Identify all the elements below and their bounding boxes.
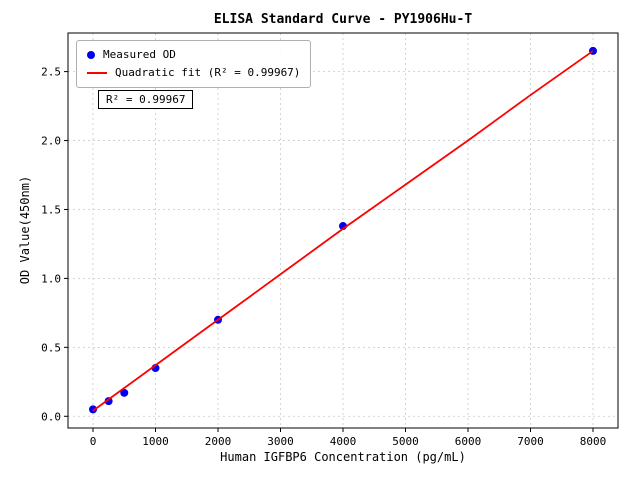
x-tick-label: 6000 [455, 435, 482, 448]
x-tick-label: 1000 [142, 435, 169, 448]
x-tick-label: 5000 [392, 435, 419, 448]
quadratic-fit-line [92, 50, 594, 412]
data-point [89, 405, 97, 414]
data-point [104, 397, 113, 406]
legend-label-quadratic-fit: Quadratic fit (R² = 0.99967) [115, 66, 301, 79]
x-tick-label: 3000 [267, 435, 294, 448]
legend-item-quadratic-fit: Quadratic fit (R² = 0.99967) [87, 64, 300, 82]
legend: Measured OD Quadratic fit (R² = 0.99967) [76, 40, 312, 88]
y-tick-label: 0.0 [41, 410, 61, 423]
x-tick-label: 0 [90, 435, 97, 448]
legend-label-measured-od: Measured OD [103, 48, 176, 61]
x-tick-label: 4000 [330, 435, 357, 448]
data-point [120, 388, 129, 397]
legend-marker-dot-icon [87, 51, 95, 59]
chart-title: ELISA Standard Curve - PY1906Hu-T [213, 12, 473, 27]
r-squared-annotation: R² = 0.99967 [98, 90, 194, 109]
x-tick-label: 8000 [580, 435, 607, 448]
y-tick-label: 1.5 [41, 203, 61, 216]
y-tick-label: 2.5 [41, 66, 61, 79]
y-tick-label: 1.0 [41, 272, 61, 285]
x-tick-label: 2000 [205, 435, 232, 448]
y-tick-label: 0.5 [41, 341, 61, 354]
legend-item-measured-od: Measured OD [87, 46, 300, 64]
y-axis-label: OD Value(450nm) [18, 175, 32, 285]
x-axis-label: Human IGFBP6 Concentration (pg/mL) [220, 450, 466, 464]
y-tick-label: 2.0 [41, 135, 61, 148]
x-tick-label: 7000 [517, 435, 544, 448]
legend-marker-line-icon [87, 72, 107, 74]
